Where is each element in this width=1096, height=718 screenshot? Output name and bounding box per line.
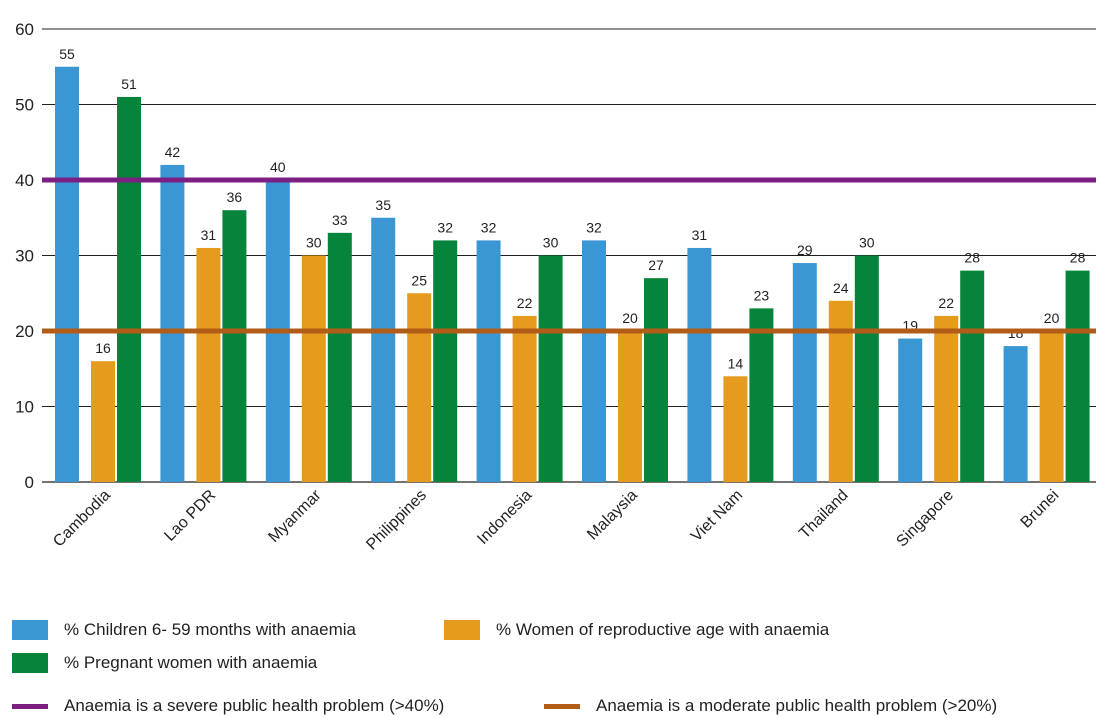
category-label: Cambodia [50,487,114,551]
legend-label-moderate: Anaemia is a moderate public health prob… [596,696,998,715]
anaemia-bar-chart: 0 10 20 30 40 50 60 55 16 51 Cambodia 42 31 36 Lao PDR… [15,20,1096,554]
bar [898,338,923,482]
bar [117,96,141,482]
bar [407,293,432,482]
category-label: Philippines [363,487,430,554]
data-label: 30 [859,235,875,251]
category-label: Brunei [1018,487,1063,532]
legend-line-moderate [544,703,580,709]
data-label: 55 [59,46,75,62]
category-label: Thailand [796,487,851,542]
legend-item-moderate: Anaemia is a moderate public health prob… [544,696,997,716]
data-label: 33 [332,212,348,228]
category-label: Indonesia [474,487,535,548]
y-tick-label: 50 [15,96,34,115]
data-label: 27 [648,257,664,273]
data-label: 32 [481,219,497,235]
bar [222,210,247,482]
category-label: Singapore [893,487,957,551]
bar [476,240,501,482]
bar [512,315,537,482]
bar [618,331,642,482]
data-label: 32 [586,219,602,235]
data-label: 16 [95,340,111,356]
legend-swatch-pregnant [12,653,48,673]
bar [301,255,326,482]
bar [723,376,748,482]
bar [538,255,563,482]
legend-line-severe [12,703,48,709]
y-tick-label: 20 [15,322,34,341]
y-tick-label: 10 [15,398,34,417]
bar [327,232,352,482]
bar [934,315,959,482]
data-label: 30 [306,235,322,251]
data-label: 28 [1070,250,1086,266]
y-tick-label: 40 [15,171,34,190]
data-label: 31 [201,227,217,243]
bar [749,308,774,482]
bar [854,255,879,482]
data-label: 40 [270,159,286,175]
data-label: 36 [227,189,243,205]
y-tick-label: 30 [15,247,34,266]
data-label: 35 [375,197,391,213]
bar [792,263,817,482]
category-label: Lao PDR [161,487,219,545]
bar [960,270,985,482]
bar [1039,331,1064,482]
bar [1003,346,1028,482]
bar [1065,270,1090,482]
bar [196,247,221,482]
data-label: 22 [517,295,533,311]
data-label: 20 [622,310,638,326]
data-label: 20 [1044,310,1060,326]
legend-item-severe: Anaemia is a severe public health proble… [12,696,444,716]
data-label: 14 [728,355,744,371]
data-label: 29 [797,242,813,258]
bar [687,247,712,482]
data-label: 24 [833,280,849,296]
data-label: 42 [165,144,181,160]
category-label: Myanmar [265,486,325,546]
data-label: 23 [754,287,770,303]
legend-label-pregnant: % Pregnant women with anaemia [64,653,318,672]
category-label: Malaysia [584,487,641,544]
legend-label-severe: Anaemia is a severe public health proble… [64,696,445,715]
data-label: 28 [964,250,980,266]
data-label: 25 [411,272,427,288]
y-tick-label: 0 [25,473,34,492]
category-label: Viet Nam [688,487,746,545]
bar [91,361,115,482]
data-label: 30 [543,235,559,251]
bar [433,240,458,482]
bar [582,240,606,482]
legend-item-pregnant: % Pregnant women with anaemia [12,653,317,673]
data-label: 31 [692,227,708,243]
bar [644,278,668,482]
data-label: 22 [938,295,954,311]
bar [371,217,396,482]
data-label: 51 [121,76,137,92]
y-tick-label: 60 [15,20,34,39]
bar [160,164,185,482]
bar [55,66,79,482]
data-label: 32 [437,219,453,235]
bar [828,300,853,482]
